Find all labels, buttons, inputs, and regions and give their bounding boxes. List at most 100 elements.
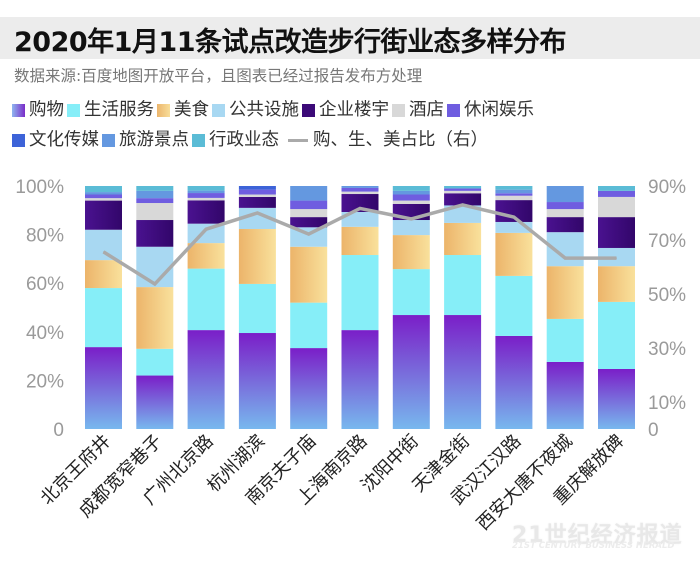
bar-segment-shopping xyxy=(341,330,379,429)
bar-segment-life-services xyxy=(341,255,379,331)
legend-item-tourist-spots: 旅游景点 xyxy=(102,125,189,155)
bar-segment-leisure xyxy=(495,193,533,196)
left-axis: 0 20% 40% 60% 80% 100% xyxy=(15,177,64,441)
bar-segment-office-buildings xyxy=(85,200,122,230)
bar-stack xyxy=(444,186,482,429)
bar-segment-hotels xyxy=(238,194,276,197)
bar-segment-public-facilities xyxy=(238,207,276,230)
bar-segment-food xyxy=(598,266,635,302)
right-axis: 0 10% 30% 50% 70% 90% xyxy=(648,177,686,441)
legend-label: 旅游景点 xyxy=(119,130,189,150)
ratio-line-point xyxy=(616,257,617,259)
legend-swatch-administrative xyxy=(192,133,205,147)
bar-segment-shopping xyxy=(546,361,584,429)
bar-segment-administrative xyxy=(495,186,533,190)
legend-item-office-buildings: 企业楼宇 xyxy=(302,95,389,125)
legend-row-2: 文化传媒 旅游景点 行政业态 购、生、美占比（右） xyxy=(12,125,700,155)
bar-segment-leisure xyxy=(136,198,174,204)
bar-segment-life-services xyxy=(392,269,430,316)
bar-segment-food xyxy=(136,287,174,349)
bar-stack xyxy=(85,186,122,429)
legend-label: 行政业态 xyxy=(209,130,279,150)
bar-segment-leisure xyxy=(290,200,328,210)
legend-item-administrative: 行政业态 xyxy=(192,125,279,155)
legend-label: 休闲娱乐 xyxy=(464,100,534,120)
bar-segment-leisure xyxy=(341,187,379,192)
ratio-line-group xyxy=(102,203,617,287)
right-tick-label: 10% xyxy=(648,393,686,414)
legend-item-life-services: 生活服务 xyxy=(67,95,154,125)
bar-segment-administrative xyxy=(187,186,225,191)
legend-item-food: 美食 xyxy=(157,95,209,125)
watermark-logo: 21世纪经济报道 xyxy=(512,523,683,548)
legend-swatch-tourist-spots xyxy=(102,133,115,147)
legend-swatch-public-facilities xyxy=(212,103,225,117)
bar-segment-life-services xyxy=(495,275,533,336)
bar-segment-food xyxy=(341,226,379,256)
bar-segment-life-services xyxy=(546,318,584,362)
right-tick-label: 70% xyxy=(648,231,686,252)
right-tick-label: 30% xyxy=(648,339,686,360)
bar-segment-leisure xyxy=(546,202,584,210)
bar-segment-food xyxy=(495,232,533,276)
legend-swatch-life-services xyxy=(67,103,80,117)
legend-label: 文化传媒 xyxy=(29,130,99,150)
bar-segment-office-buildings xyxy=(136,220,174,247)
bar-segment-life-services xyxy=(598,301,635,369)
bar-segment-tourist-spots xyxy=(187,190,225,194)
bar-segment-leisure xyxy=(85,194,122,199)
bars xyxy=(85,186,635,429)
bar-stack xyxy=(136,186,174,429)
ratio-line-point xyxy=(256,212,258,214)
bar-segment-office-buildings xyxy=(546,217,584,233)
left-tick-label: 100% xyxy=(15,177,64,198)
bar-segment-leisure xyxy=(392,194,430,201)
left-tick-label: 40% xyxy=(26,323,64,344)
bar-segment-life-services xyxy=(444,255,482,316)
bar-segment-shopping xyxy=(444,315,482,429)
legend: 购物 生活服务 美食 公共设施 企业楼宇 酒店 休闲娱乐 文化传媒 旅游景点 行… xyxy=(12,95,700,155)
ratio-line-point xyxy=(359,207,361,209)
bar-segment-tourist-spots xyxy=(341,186,379,188)
bar-segment-shopping xyxy=(85,347,122,429)
ratio-line-point xyxy=(154,283,156,285)
bar-segment-public-facilities xyxy=(290,227,328,247)
bar-segment-tourist-spots xyxy=(392,190,430,195)
legend-swatch-culture-media xyxy=(12,133,25,147)
legend-label: 购物 xyxy=(29,100,64,120)
bar-segment-office-buildings xyxy=(187,200,225,224)
bar-segment-life-services xyxy=(136,348,174,376)
bar-segment-hotels xyxy=(495,195,533,201)
bar-segment-food xyxy=(238,229,276,284)
bar-stack xyxy=(187,186,225,429)
bar-segment-hotels xyxy=(136,203,174,221)
bar-segment-hotels xyxy=(392,200,430,204)
bar-segment-shopping xyxy=(238,333,276,429)
bar-segment-food xyxy=(187,243,225,269)
bar-segment-public-facilities xyxy=(85,229,122,261)
title-bar xyxy=(0,17,700,59)
bar-segment-culture-media xyxy=(238,186,276,190)
legend-item-leisure: 休闲娱乐 xyxy=(447,95,534,125)
bar-segment-life-services xyxy=(238,283,276,334)
bar-segment-office-buildings xyxy=(290,217,328,228)
legend-swatch-hotels xyxy=(392,103,405,117)
left-tick-label: 0 xyxy=(53,420,64,441)
legend-item-hotels: 酒店 xyxy=(392,95,444,125)
bar-segment-administrative xyxy=(392,186,430,191)
bar-segment-leisure xyxy=(598,190,635,197)
right-tick-label: 0 xyxy=(648,420,659,441)
bar-stack xyxy=(546,186,584,429)
legend-label: 生活服务 xyxy=(84,100,154,120)
chart-title: 2020年1月11条试点改造步行街业态多样分布 xyxy=(14,27,567,58)
bar-segment-shopping xyxy=(187,330,225,429)
bar-segment-life-services xyxy=(187,268,225,331)
bar-segment-public-facilities xyxy=(444,205,482,223)
ratio-line-point xyxy=(513,216,515,218)
bar-segment-office-buildings xyxy=(341,194,379,213)
bar-stack xyxy=(598,186,635,429)
bar-segment-food xyxy=(444,222,482,256)
legend-item-shopping: 购物 xyxy=(12,95,64,125)
bar-segment-tourist-spots xyxy=(136,190,174,199)
legend-item-culture-media: 文化传媒 xyxy=(12,125,99,155)
